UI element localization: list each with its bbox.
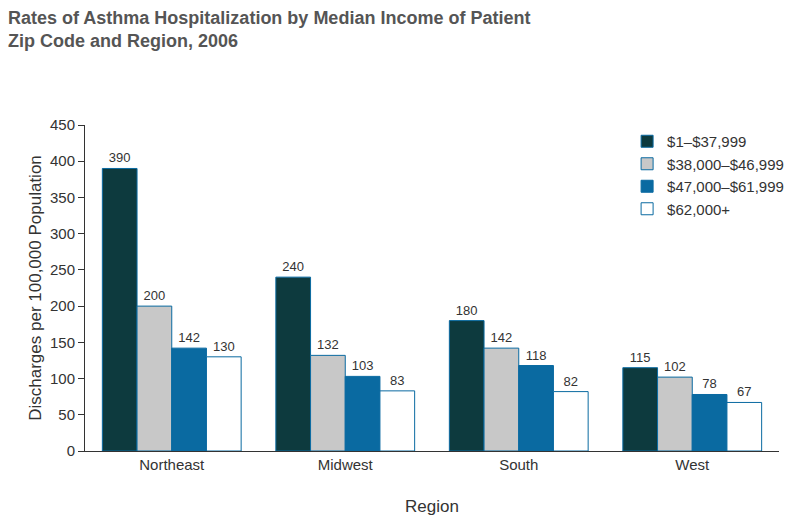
svg-text:$1–$37,999: $1–$37,999 bbox=[667, 133, 746, 150]
svg-text:78: 78 bbox=[702, 376, 716, 391]
svg-text:0: 0 bbox=[67, 442, 75, 459]
svg-text:$62,000+: $62,000+ bbox=[667, 201, 730, 218]
svg-text:150: 150 bbox=[50, 334, 75, 351]
svg-text:Midwest: Midwest bbox=[318, 456, 374, 473]
svg-text:300: 300 bbox=[50, 225, 75, 242]
svg-text:Rates of Asthma Hospitalizatio: Rates of Asthma Hospitalization by Media… bbox=[8, 8, 530, 51]
svg-text:240: 240 bbox=[282, 259, 304, 274]
svg-text:200: 200 bbox=[50, 297, 75, 314]
svg-text:142: 142 bbox=[491, 330, 513, 345]
svg-text:83: 83 bbox=[390, 373, 404, 388]
svg-text:400: 400 bbox=[50, 152, 75, 169]
svg-text:132: 132 bbox=[317, 337, 339, 352]
svg-text:115: 115 bbox=[630, 350, 651, 365]
svg-text:Northeast: Northeast bbox=[139, 456, 205, 473]
svg-text:350: 350 bbox=[50, 189, 75, 206]
svg-text:Discharges per 100,000 Populat: Discharges per 100,000 Population bbox=[26, 155, 45, 421]
svg-text:South: South bbox=[499, 456, 538, 473]
svg-text:180: 180 bbox=[456, 303, 478, 318]
svg-text:50: 50 bbox=[58, 406, 75, 423]
svg-text:102: 102 bbox=[664, 359, 686, 374]
svg-text:West: West bbox=[675, 456, 710, 473]
svg-text:450: 450 bbox=[50, 116, 75, 133]
svg-text:100: 100 bbox=[50, 370, 75, 387]
svg-text:$47,000–$61,999: $47,000–$61,999 bbox=[667, 178, 784, 195]
svg-text:130: 130 bbox=[213, 339, 235, 354]
svg-text:82: 82 bbox=[564, 374, 578, 389]
svg-text:390: 390 bbox=[109, 150, 131, 165]
svg-text:250: 250 bbox=[50, 261, 75, 278]
svg-text:142: 142 bbox=[178, 330, 200, 345]
svg-text:118: 118 bbox=[526, 348, 547, 363]
svg-text:103: 103 bbox=[352, 358, 374, 373]
svg-text:200: 200 bbox=[144, 288, 166, 303]
svg-text:Region: Region bbox=[405, 497, 459, 516]
svg-text:$38,000–$46,999: $38,000–$46,999 bbox=[667, 156, 784, 173]
svg-text:67: 67 bbox=[737, 384, 751, 399]
